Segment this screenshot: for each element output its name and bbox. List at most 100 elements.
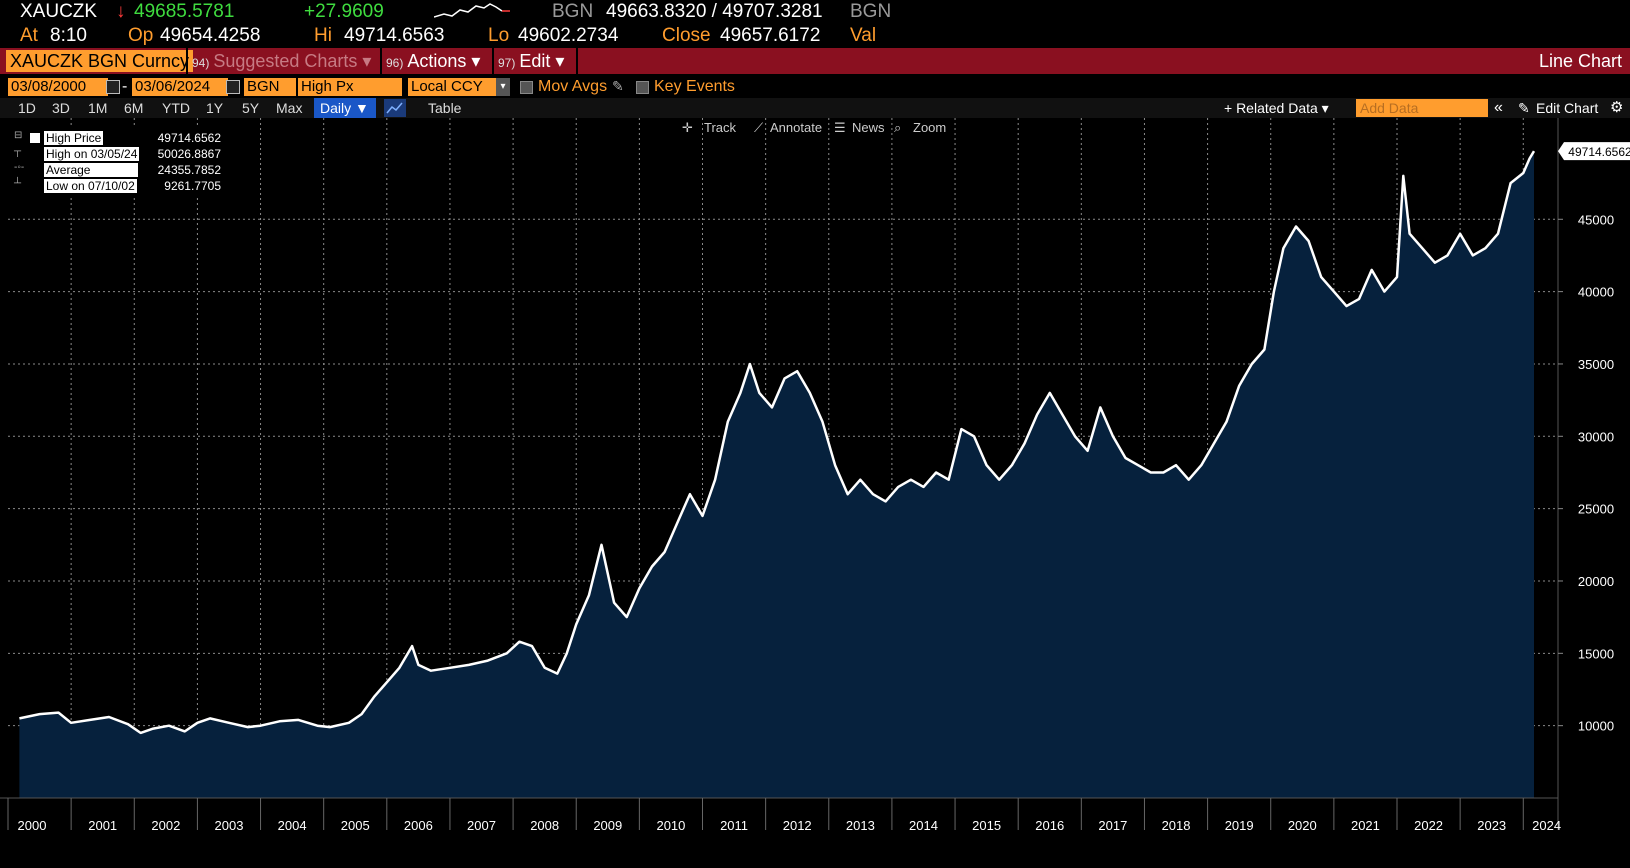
legend-row[interactable]: ⊟ High Price 49714.6562 bbox=[10, 130, 225, 146]
pencil-icon[interactable]: ✎ bbox=[612, 78, 624, 94]
related-data-button[interactable]: + Related Data ▾ bbox=[1224, 100, 1329, 116]
chart-style-icon[interactable] bbox=[384, 99, 406, 117]
collapse-icon[interactable]: « bbox=[1494, 99, 1503, 116]
x-tick-label: 2018 bbox=[1162, 818, 1191, 833]
x-tick-label: 2013 bbox=[846, 818, 875, 833]
series-swatch bbox=[30, 133, 40, 143]
collapse-icon[interactable]: ⊟ bbox=[14, 130, 23, 141]
x-tick-label: 2020 bbox=[1288, 818, 1317, 833]
bid-ask-source-2: BGN bbox=[850, 1, 892, 22]
last-value-label: 49714.6562 bbox=[1558, 142, 1630, 161]
legend-label: High Price bbox=[44, 131, 104, 145]
timeframe-1d[interactable]: 1D bbox=[18, 100, 36, 116]
y-tick-label: 35000 bbox=[1578, 357, 1614, 372]
zoom-icon[interactable]: ⌕ bbox=[894, 120, 902, 135]
timeframe-ytd[interactable]: YTD bbox=[162, 100, 190, 116]
legend-label: Low on 07/10/02 bbox=[44, 179, 137, 193]
x-tick-label: 2019 bbox=[1225, 818, 1254, 833]
gear-icon[interactable]: ⚙ bbox=[1610, 99, 1624, 116]
zoom-tool[interactable]: Zoom bbox=[913, 120, 947, 135]
x-tick-label: 2015 bbox=[972, 818, 1001, 833]
legend-row[interactable]: -◦- Average 24355.7852 bbox=[10, 162, 225, 178]
x-tick-label: 2005 bbox=[341, 818, 370, 833]
low-marker-icon: ┴ bbox=[14, 178, 22, 189]
edit-chart-button[interactable]: Edit Chart bbox=[1536, 100, 1599, 116]
x-tick-label: 2004 bbox=[278, 818, 307, 833]
news-icon[interactable]: ☰ bbox=[834, 120, 846, 135]
x-tick-label: 2017 bbox=[1098, 818, 1127, 833]
mov-avgs-label[interactable]: Mov Avgs bbox=[538, 78, 608, 95]
legend-label: High on 03/05/24 bbox=[44, 147, 140, 161]
key-events-label[interactable]: Key Events bbox=[654, 78, 735, 95]
legend-row[interactable]: ┬ High on 03/05/24 50026.8867 bbox=[10, 146, 225, 162]
open-label: Op bbox=[128, 25, 154, 46]
x-tick-label: 2006 bbox=[404, 818, 433, 833]
date-range-dash: - bbox=[122, 78, 128, 95]
timeframe-bar: 1D 3D 1M 6M YTD 1Y 5Y Max Daily ▼ Table … bbox=[0, 98, 1630, 118]
security-field[interactable]: XAUCZK BGN Curncy bbox=[6, 50, 194, 72]
actions-menu[interactable]: 96) Actions ▾ bbox=[386, 49, 480, 73]
bid-ask: 49663.8320 / 49707.3281 bbox=[606, 1, 823, 22]
x-tick-label: 2003 bbox=[215, 818, 244, 833]
chart-controls: 03/08/2000 - 03/06/2024 BGN High Px Loca… bbox=[0, 76, 1630, 98]
annotate-tool[interactable]: Annotate bbox=[770, 120, 823, 135]
calendar-icon[interactable] bbox=[106, 80, 120, 94]
suggested-charts-menu[interactable]: 94) Suggested Charts ▾ bbox=[192, 49, 371, 73]
suggested-charts-number: 94) bbox=[192, 56, 210, 70]
key-events-checkbox[interactable] bbox=[636, 81, 649, 94]
timeframe-5y[interactable]: 5Y bbox=[242, 100, 260, 116]
high-marker-icon: ┬ bbox=[14, 146, 22, 157]
track-tool[interactable]: Track bbox=[704, 120, 737, 135]
edit-number: 97) bbox=[498, 56, 516, 70]
mov-avgs-checkbox[interactable] bbox=[520, 81, 533, 94]
x-tick-label: 2008 bbox=[530, 818, 559, 833]
x-tick-label: 2000 bbox=[18, 818, 47, 833]
currency-dropdown-icon[interactable]: ▾ bbox=[496, 78, 510, 96]
chart-legend: ⊟ High Price 49714.6562 ┬ High on 03/05/… bbox=[10, 126, 225, 196]
edit-menu[interactable]: 97) Edit ▾ bbox=[498, 49, 564, 73]
bid-ask-source: BGN bbox=[552, 1, 594, 22]
x-tick-label: 2022 bbox=[1414, 818, 1443, 833]
x-tick-label: 2021 bbox=[1351, 818, 1380, 833]
period-dropdown[interactable]: Daily ▼ bbox=[314, 98, 376, 118]
end-date-field[interactable]: 03/06/2024 bbox=[132, 78, 228, 96]
price-area bbox=[19, 151, 1534, 799]
annotate-icon[interactable]: ⟋ bbox=[754, 120, 764, 135]
high-value: 49714.6563 bbox=[344, 25, 445, 46]
currency-selector[interactable]: Local CCY bbox=[408, 78, 506, 96]
table-button[interactable]: Table bbox=[428, 100, 462, 116]
chart-type-label[interactable]: Line Chart bbox=[1538, 51, 1622, 71]
source-field[interactable]: BGN bbox=[244, 78, 296, 96]
x-tick-label: 2024 bbox=[1532, 818, 1561, 833]
pencil-icon-2[interactable]: ✎ bbox=[1518, 100, 1530, 116]
x-tick-label: 2007 bbox=[467, 818, 496, 833]
legend-value: 9261.7705 bbox=[164, 179, 221, 193]
value-label: Val bbox=[850, 25, 877, 46]
field-selector[interactable]: High Px bbox=[298, 78, 402, 96]
add-data-input[interactable]: Add Data bbox=[1356, 99, 1488, 117]
y-tick-label: 30000 bbox=[1578, 429, 1614, 444]
news-tool[interactable]: News bbox=[852, 120, 885, 135]
timeframe-max[interactable]: Max bbox=[276, 100, 303, 116]
start-date-field[interactable]: 03/08/2000 bbox=[8, 78, 108, 96]
timeframe-1m[interactable]: 1M bbox=[88, 100, 108, 116]
down-arrow-icon: ↓ bbox=[116, 1, 126, 22]
timeframe-1y[interactable]: 1Y bbox=[206, 100, 224, 116]
y-tick-label: 15000 bbox=[1578, 646, 1614, 661]
y-tick-label: 20000 bbox=[1578, 574, 1614, 589]
legend-value: 24355.7852 bbox=[157, 163, 221, 177]
menu-bar: XAUCZK BGN Curncy 94) Suggested Charts ▾ … bbox=[0, 48, 1630, 74]
quote-time: 8:10 bbox=[50, 25, 87, 46]
track-icon[interactable]: ✛ bbox=[682, 120, 693, 135]
timeframe-6m[interactable]: 6M bbox=[124, 100, 144, 116]
legend-label: Average bbox=[44, 163, 139, 177]
calendar-icon-2[interactable] bbox=[226, 80, 240, 94]
x-axis: 2000 2001 2002 2003 2004 2005 2006 2007 2008 2009… bbox=[0, 797, 1561, 833]
x-tick-label: 2009 bbox=[593, 818, 622, 833]
close-label: Close bbox=[662, 25, 711, 46]
price-chart[interactable]: 10000 15000 20000 25000 30000 35000 40000 45000… bbox=[0, 118, 1630, 868]
legend-row[interactable]: ┴ Low on 07/10/02 9261.7705 bbox=[10, 178, 225, 194]
last-value-tag bbox=[1558, 142, 1630, 161]
timeframe-3d[interactable]: 3D bbox=[52, 100, 70, 116]
close-value: 49657.6172 bbox=[720, 25, 821, 46]
